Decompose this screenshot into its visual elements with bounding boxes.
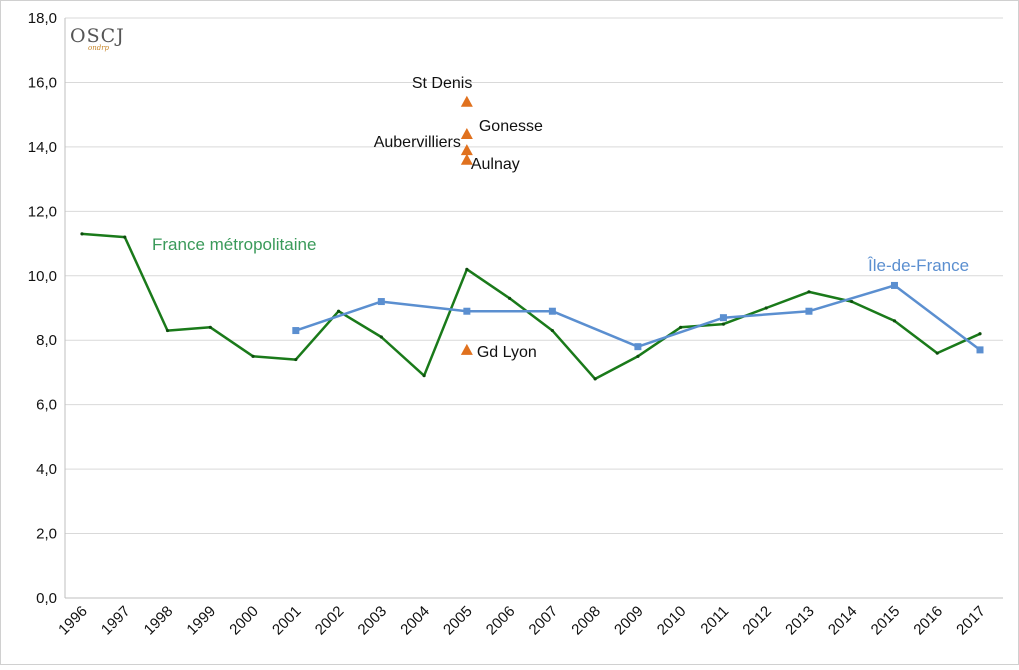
data-point — [978, 332, 982, 336]
data-point — [719, 314, 727, 322]
annotation-marker — [460, 128, 473, 139]
data-point — [165, 328, 170, 333]
data-point — [377, 298, 385, 306]
annotation-label: Aubervilliers — [374, 134, 461, 151]
data-point — [976, 346, 984, 354]
data-point — [294, 357, 298, 362]
y-tick-label: 10,0 — [28, 268, 57, 285]
data-point — [463, 307, 471, 315]
data-point — [508, 296, 512, 300]
series-line — [81, 232, 981, 381]
data-point — [850, 299, 854, 304]
series-label-idf: Île-de-France — [867, 256, 969, 275]
data-point — [935, 351, 939, 355]
y-tick-label: 4,0 — [36, 461, 57, 478]
annotation-label: Aulnay — [471, 156, 520, 173]
annotation-marker — [460, 95, 473, 107]
series-labels: France métropolitaine Île-de-France — [152, 235, 969, 275]
y-tick-label: 12,0 — [28, 203, 57, 220]
data-point — [593, 377, 597, 381]
data-point — [548, 307, 556, 315]
data-point — [123, 235, 127, 239]
data-point — [292, 327, 300, 335]
y-tick-label: 8,0 — [36, 332, 57, 349]
annotation-marker — [460, 153, 473, 165]
data-point — [807, 290, 811, 294]
data-point — [550, 328, 554, 333]
y-tick-label: 14,0 — [28, 139, 57, 156]
y-tick-label: 16,0 — [28, 74, 57, 91]
annotation-label: Gd Lyon — [477, 344, 537, 361]
data-point — [764, 306, 768, 310]
series-layer — [80, 232, 984, 381]
data-point — [465, 267, 469, 271]
series-label-france: France métropolitaine — [152, 235, 316, 254]
data-point — [251, 354, 255, 358]
logo-text: OSCJ — [70, 25, 125, 47]
data-point — [721, 322, 726, 326]
data-point — [679, 325, 683, 329]
gridlines — [65, 17, 1003, 535]
data-point — [379, 335, 383, 339]
y-tick-label: 2,0 — [36, 526, 57, 543]
annotation-marker — [460, 343, 473, 355]
annotations-layer: St Denis Gonesse Aubervilliers Aulnay Gd Lyo… — [374, 75, 543, 361]
data-point — [208, 325, 212, 329]
data-point — [805, 307, 813, 315]
y-tick-label: 6,0 — [36, 397, 57, 414]
logo-subtext: ondrp — [88, 44, 110, 52]
data-point — [634, 343, 642, 351]
data-point — [422, 374, 426, 378]
data-point — [890, 281, 898, 289]
annotation-label: St Denis — [412, 75, 472, 92]
y-tick-label: 0,0 — [36, 590, 57, 607]
data-point — [892, 319, 897, 323]
annotation-marker — [460, 144, 473, 156]
data-point — [636, 354, 640, 358]
data-point — [336, 309, 341, 313]
y-tick-label: 18,0 — [28, 10, 57, 27]
data-point — [80, 232, 84, 236]
annotation-label: Gonesse — [479, 118, 543, 135]
oscj-logo: OSCJ ondrp — [70, 25, 125, 52]
